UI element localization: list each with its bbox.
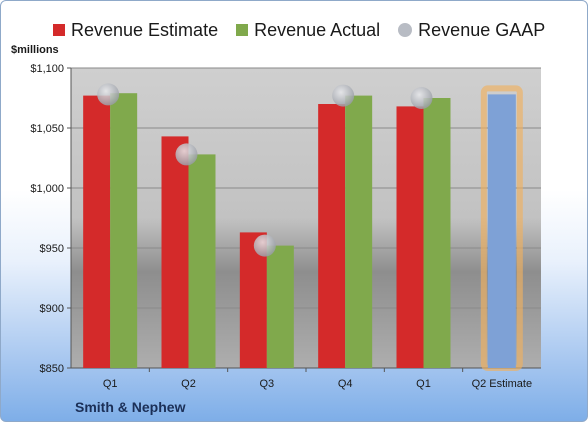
- legend-label-revenue-gaap: Revenue GAAP: [418, 19, 546, 40]
- bar-revenue-actual: [345, 95, 373, 368]
- bar-revenue-estimate: [396, 106, 424, 369]
- y-tick-label: $1,000: [30, 183, 64, 195]
- x-tick-label: Q3: [259, 378, 274, 390]
- bar-revenue-estimate: [83, 95, 111, 368]
- bar-revenue-actual: [188, 154, 216, 368]
- legend-swatch-revenue-gaap: [398, 23, 413, 37]
- y-axis-unit-label: $millions: [11, 44, 59, 56]
- y-tick-label: $900: [40, 303, 64, 315]
- x-tick-label: Q2 Estimate: [472, 378, 533, 390]
- marker-revenue-gaap: [97, 83, 120, 106]
- y-tick-label: $1,050: [30, 123, 64, 135]
- legend-swatch-revenue-estimate: [53, 24, 65, 36]
- bar-revenue-estimate: [161, 136, 189, 368]
- legend: Revenue Estimate Revenue Actual Revenue …: [53, 17, 563, 43]
- x-tick-label: Q1: [416, 378, 431, 390]
- marker-revenue-gaap: [253, 234, 276, 257]
- bar-revenue-estimate: [318, 104, 346, 368]
- legend-label-revenue-estimate: Revenue Estimate: [71, 19, 219, 40]
- marker-revenue-gaap: [332, 84, 355, 107]
- bar-q2-estimate: [487, 94, 516, 369]
- y-tick-label: $850: [40, 363, 64, 375]
- marker-revenue-gaap: [175, 143, 198, 166]
- legend-label-revenue-actual: Revenue Actual: [254, 19, 381, 40]
- bar-revenue-actual: [266, 245, 294, 368]
- plot-area: [71, 68, 541, 368]
- y-tick-label: $1,100: [30, 63, 64, 75]
- x-tick-label: Q4: [338, 378, 353, 390]
- y-tick-label: $950: [40, 243, 64, 255]
- legend-item-revenue-gaap: Revenue GAAP: [398, 20, 545, 41]
- legend-swatch-revenue-actual: [236, 24, 249, 36]
- company-name: Smith & Nephew: [75, 399, 186, 415]
- legend-item-revenue-actual: Revenue Actual: [236, 20, 380, 41]
- x-tick-label: Q2: [181, 378, 196, 390]
- bar-revenue-actual: [110, 93, 138, 368]
- legend-item-revenue-estimate: Revenue Estimate: [53, 20, 218, 41]
- x-tick-label: Q1: [103, 378, 118, 390]
- bar-revenue-actual: [423, 98, 451, 368]
- marker-revenue-gaap: [410, 87, 433, 109]
